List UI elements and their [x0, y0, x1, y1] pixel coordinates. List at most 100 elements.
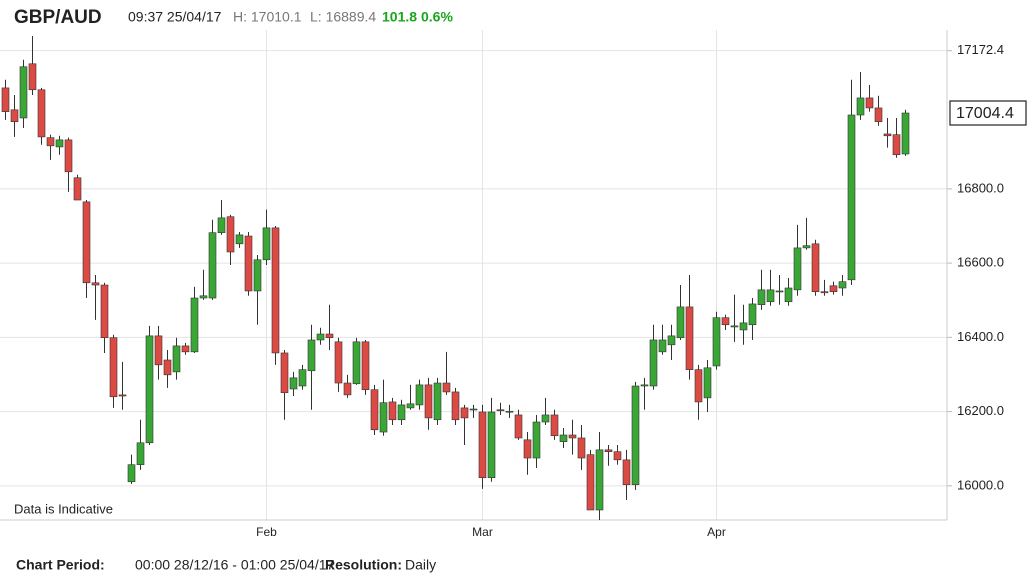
- x-tick-label: Apr: [707, 525, 726, 539]
- candle-body: [334, 341, 343, 384]
- candle-body: [883, 133, 892, 137]
- candle-body: [730, 325, 739, 328]
- candle-body: [649, 339, 658, 387]
- candle-body: [55, 139, 64, 148]
- candle-body: [757, 289, 766, 305]
- low: L: 16889.4: [310, 9, 376, 25]
- candle-body: [190, 297, 199, 353]
- candle-body: [703, 367, 712, 399]
- candle-body: [658, 339, 667, 353]
- candle-body: [802, 245, 811, 249]
- candle-body: [694, 369, 703, 403]
- candle-body: [739, 322, 748, 331]
- candle-body: [253, 259, 262, 292]
- candle-body: [550, 414, 559, 437]
- candle-body: [136, 442, 145, 465]
- candle-body: [415, 384, 424, 406]
- candle-body: [280, 352, 289, 393]
- candle-body: [793, 247, 802, 291]
- candle-body: [271, 227, 280, 354]
- candle-body: [325, 333, 334, 339]
- resolution-label: Resolution:: [325, 557, 402, 573]
- candle-body: [46, 137, 55, 147]
- candle-body: [640, 384, 649, 387]
- y-tick-label: 17172.4: [957, 42, 1004, 57]
- candle-body: [118, 394, 127, 397]
- candle-body: [487, 411, 496, 478]
- candle-body: [199, 295, 208, 299]
- candle-body: [667, 335, 676, 346]
- x-tick-label: Mar: [472, 525, 493, 539]
- candle-body: [433, 382, 442, 421]
- candle-body: [352, 341, 361, 385]
- candle-body: [289, 377, 298, 390]
- candle-body: [1, 87, 10, 112]
- candle-body: [811, 243, 820, 293]
- time: 09:37 25/04/17: [128, 9, 222, 25]
- candle-body: [712, 317, 721, 367]
- candle-body: [109, 337, 118, 398]
- candle-body: [244, 235, 253, 292]
- candle-body: [595, 449, 604, 511]
- candle-body: [388, 401, 397, 421]
- candle-body: [676, 306, 685, 339]
- y-tick-label: 16600.0: [957, 255, 1004, 270]
- candle-body: [604, 449, 613, 452]
- symbol: GBP/AUD: [14, 7, 102, 28]
- y-tick-label: 16800.0: [957, 180, 1004, 195]
- candle-body: [784, 287, 793, 303]
- candle-body: [442, 382, 451, 393]
- candle-body: [361, 341, 370, 391]
- period: 00:00 28/12/16 - 01:00 25/04/17: [135, 557, 334, 573]
- candle-body: [577, 437, 586, 459]
- candle-body: [874, 107, 883, 122]
- candle-body: [181, 345, 190, 353]
- candle-body: [154, 335, 163, 366]
- candle-body: [64, 139, 73, 173]
- candle-body: [91, 282, 100, 286]
- candle-body: [370, 389, 379, 431]
- last-price: 17004.4: [956, 105, 1014, 122]
- candle-body: [775, 290, 784, 293]
- candle-body: [226, 216, 235, 253]
- y-tick-label: 16000.0: [957, 477, 1004, 492]
- change: 101.8: [382, 9, 417, 25]
- candle-body: [469, 408, 478, 411]
- candle-body: [127, 464, 136, 483]
- change-pct: 0.6%: [421, 9, 453, 25]
- candle-body: [478, 411, 487, 478]
- last-price-box: [949, 100, 1027, 126]
- y-tick-label: 16400.0: [957, 329, 1004, 344]
- candle-body: [82, 201, 91, 284]
- note: Data is Indicative: [14, 501, 113, 516]
- candle-body: [541, 414, 550, 423]
- candle-body: [820, 291, 829, 294]
- candle-body: [397, 404, 406, 421]
- candle-body: [343, 382, 352, 396]
- candle-body: [622, 459, 631, 486]
- candle-body: [613, 451, 622, 461]
- candle-body: [100, 284, 109, 339]
- y-tick-label: 16200.0: [957, 403, 1004, 418]
- candle-body: [424, 384, 433, 419]
- candle-body: [829, 285, 838, 293]
- candle-body: [901, 112, 910, 155]
- candle-body: [145, 335, 154, 444]
- candle-body: [505, 410, 514, 413]
- candle-body: [748, 303, 757, 326]
- candle-body: [316, 333, 325, 341]
- candle-body: [523, 439, 532, 459]
- candle-body: [496, 409, 505, 412]
- candle-body: [532, 421, 541, 459]
- candle-body: [73, 177, 82, 201]
- candle-body: [379, 402, 388, 433]
- candle-body: [721, 317, 730, 326]
- candle-body: [568, 434, 577, 439]
- candle-body: [766, 289, 775, 303]
- candle-body: [685, 306, 694, 370]
- candle-body: [163, 359, 172, 376]
- x-tick-label: Feb: [256, 525, 277, 539]
- period-label: Chart Period:: [16, 557, 105, 573]
